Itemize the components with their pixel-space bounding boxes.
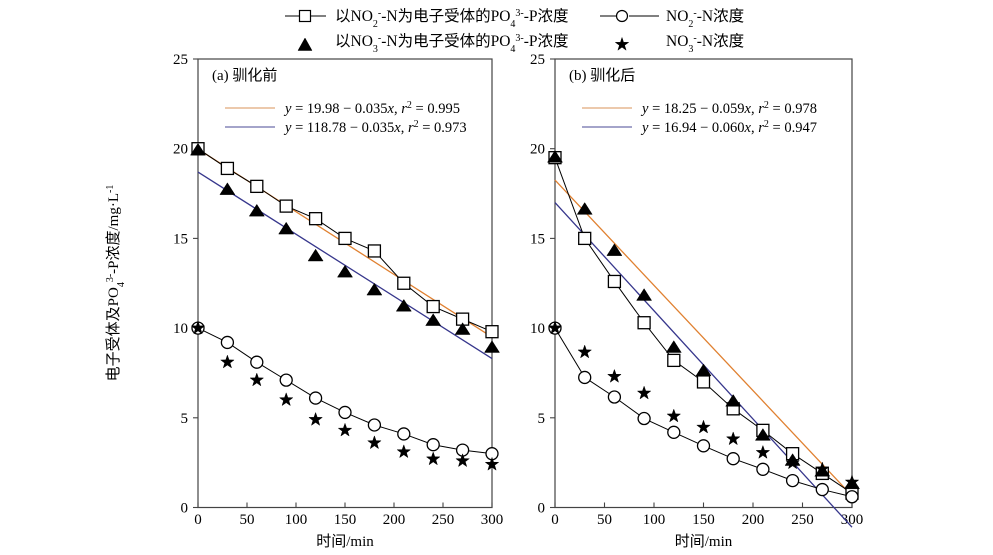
svg-text:y = 118.78 − 0.035x, r2 = 0.9: y = 118.78 − 0.035x, r2 = 0.973	[283, 119, 467, 137]
svg-text:15: 15	[173, 231, 188, 247]
svg-text:200: 200	[383, 512, 406, 528]
svg-text:y = 18.25 − 0.059x, r2 = 0.97: y = 18.25 − 0.059x, r2 = 0.978	[640, 100, 817, 118]
svg-text:100: 100	[285, 512, 308, 528]
svg-text:5: 5	[181, 411, 189, 427]
svg-text:y = 16.94 − 0.060x, r2 = 0.94: y = 16.94 − 0.060x, r2 = 0.947	[640, 119, 817, 137]
svg-text:250: 250	[432, 512, 455, 528]
svg-text:50: 50	[597, 512, 612, 528]
svg-text:5: 5	[538, 411, 546, 427]
svg-text:时间/min: 时间/min	[675, 533, 733, 550]
svg-text:0: 0	[181, 501, 189, 517]
svg-text:0: 0	[538, 501, 546, 517]
svg-text:20: 20	[173, 142, 188, 158]
svg-text:150: 150	[334, 512, 357, 528]
svg-text:100: 100	[643, 512, 666, 528]
svg-text:0: 0	[551, 512, 559, 528]
svg-text:(a) 驯化前: (a) 驯化前	[212, 67, 277, 84]
svg-text:200: 200	[742, 512, 765, 528]
svg-text:y = 19.98 − 0.035x, r2 = 0.99: y = 19.98 − 0.035x, r2 = 0.995	[283, 100, 460, 118]
svg-text:150: 150	[692, 512, 715, 528]
svg-text:25: 25	[173, 52, 188, 68]
svg-text:300: 300	[481, 512, 504, 528]
svg-text:15: 15	[530, 231, 545, 247]
svg-text:0: 0	[194, 512, 202, 528]
svg-text:250: 250	[791, 512, 814, 528]
svg-text:25: 25	[530, 52, 545, 68]
svg-text:10: 10	[173, 321, 188, 337]
svg-text:时间/min: 时间/min	[316, 533, 374, 550]
svg-text:20: 20	[530, 142, 545, 158]
svg-text:50: 50	[240, 512, 255, 528]
svg-text:10: 10	[530, 321, 545, 337]
svg-text:(b) 驯化后: (b) 驯化后	[569, 67, 635, 84]
svg-text:300: 300	[841, 512, 864, 528]
